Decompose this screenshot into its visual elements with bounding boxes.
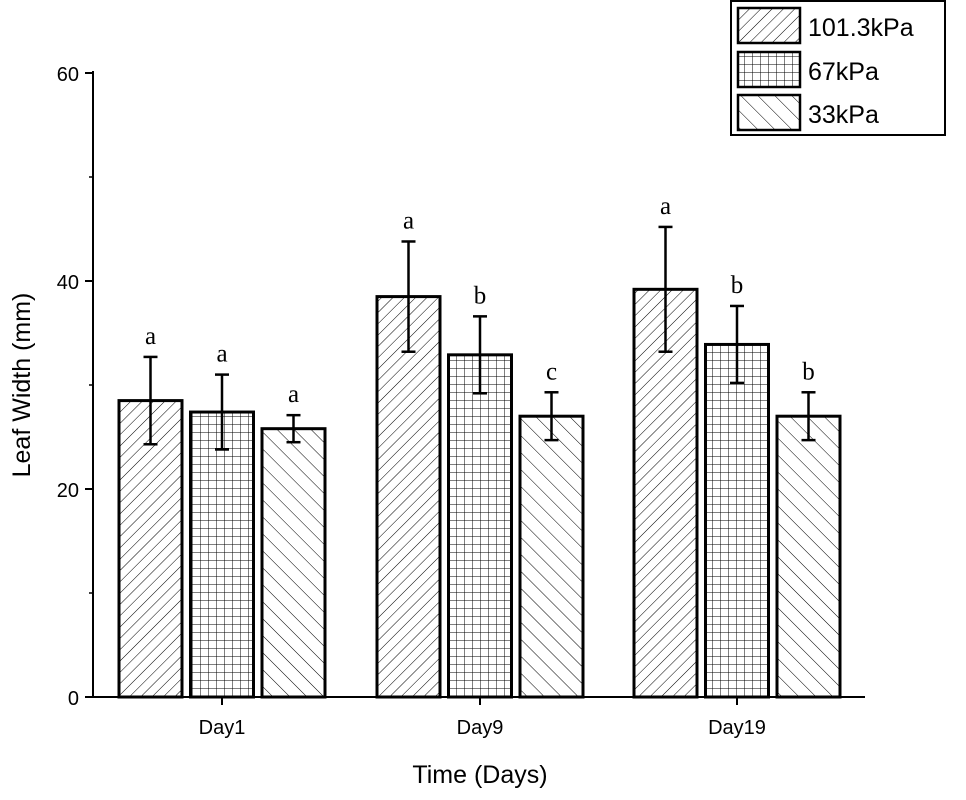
significance-letter: a	[403, 207, 414, 234]
error-bar	[730, 304, 744, 385]
bar	[117, 399, 184, 699]
y-tick-label: 60	[57, 64, 79, 86]
error-bar	[215, 373, 229, 451]
x-tick-label: Day9	[457, 717, 504, 739]
bar	[704, 342, 770, 699]
significance-letter: a	[660, 193, 671, 220]
y-axis-label: Leaf Width (mm)	[8, 293, 36, 478]
significance-letter: b	[731, 272, 744, 299]
error-bar	[801, 391, 816, 442]
bar	[375, 295, 442, 699]
legend-label-0: 101.3kPa	[808, 14, 914, 42]
legend-swatch-0	[736, 6, 802, 45]
error-bar	[473, 315, 487, 395]
y-tick-label: 40	[57, 272, 79, 294]
legend: 101.3kPa 67kPa 33kPa	[730, 0, 946, 136]
bar	[189, 410, 255, 699]
error-bar	[544, 391, 559, 442]
error-bar	[143, 355, 158, 446]
significance-letter: a	[288, 381, 299, 408]
x-axis-label: Time (Days)	[412, 761, 547, 789]
bar	[775, 414, 842, 699]
bar	[632, 287, 699, 699]
y-tick-label: 20	[57, 480, 79, 502]
significance-letter: b	[474, 282, 487, 309]
legend-label-1: 67kPa	[808, 58, 879, 86]
y-tick-label: 0	[68, 688, 79, 710]
bar	[260, 427, 327, 699]
legend-swatch-1	[736, 50, 802, 89]
significance-letter: b	[802, 358, 815, 385]
bar	[447, 353, 513, 699]
error-bar	[286, 413, 301, 444]
legend-label-2: 33kPa	[808, 101, 879, 129]
significance-letter: a	[216, 341, 227, 368]
x-tick-label: Day19	[708, 717, 766, 739]
error-bar	[658, 225, 673, 353]
bar	[518, 414, 585, 699]
x-tick-label: Day1	[199, 717, 246, 739]
significance-letter: c	[546, 358, 557, 385]
error-bar	[401, 240, 416, 353]
legend-swatch-2	[736, 93, 802, 132]
significance-letter: a	[145, 323, 156, 350]
